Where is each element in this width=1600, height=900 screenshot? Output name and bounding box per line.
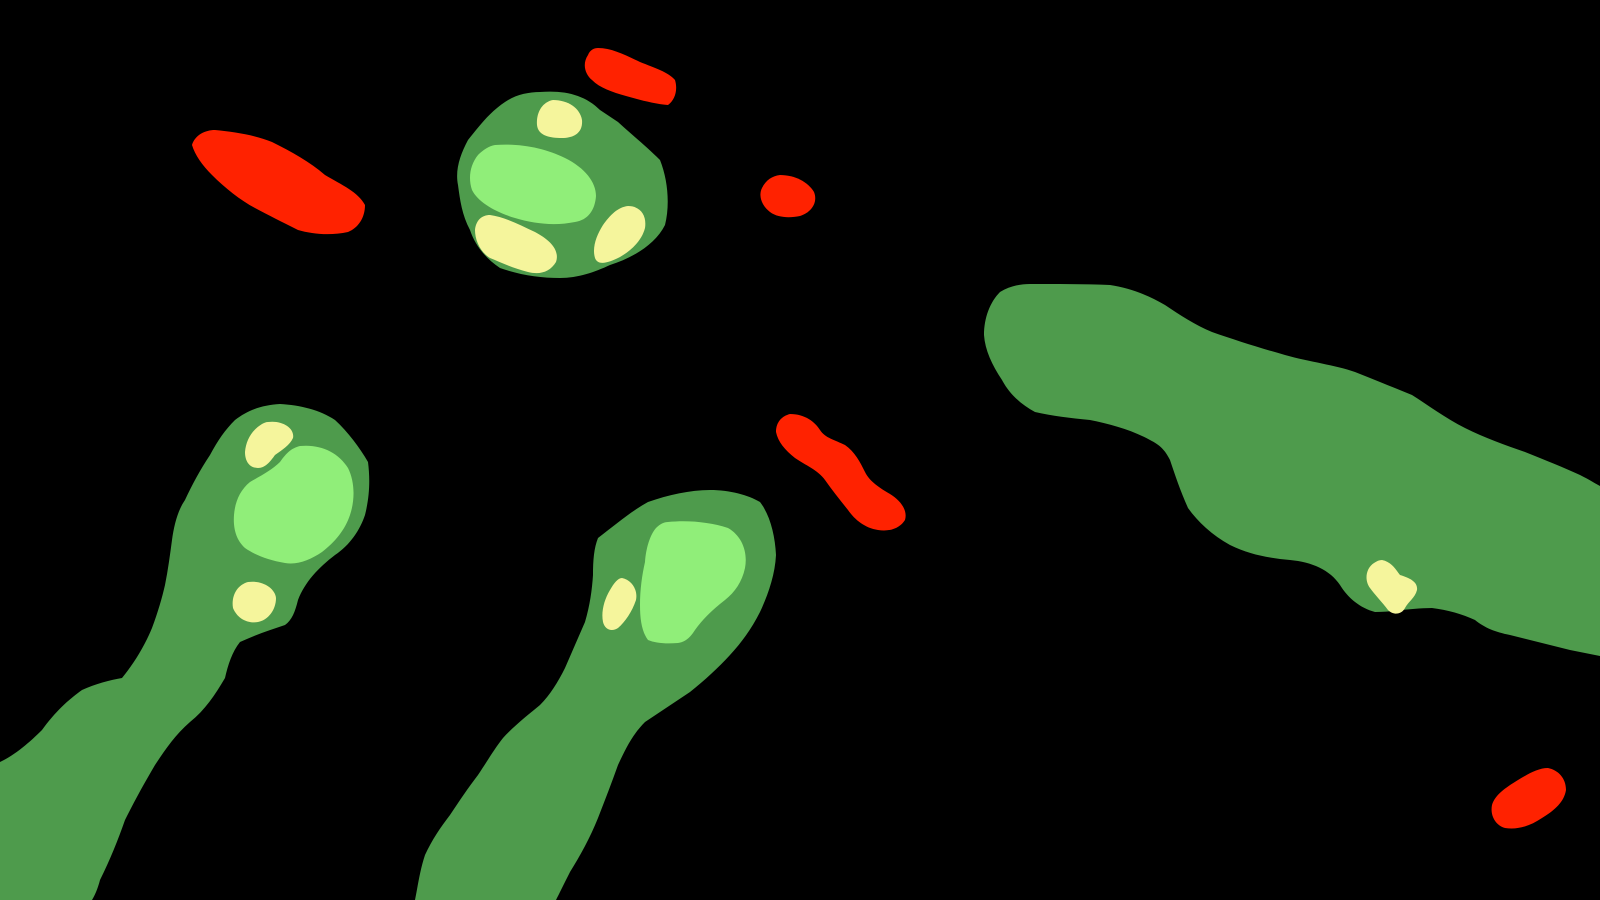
bunker-center[interactable] (602, 578, 637, 630)
bunker-top-1[interactable] (536, 100, 583, 138)
fairway-hole-right[interactable] (984, 284, 1600, 656)
hazard-3[interactable] (760, 175, 816, 218)
bunker-left-2[interactable] (232, 581, 276, 623)
green-top[interactable] (470, 144, 596, 225)
bunker-top-2[interactable] (475, 215, 557, 274)
green-center[interactable] (640, 521, 746, 644)
hazards-layer (192, 48, 1566, 829)
hazard-1[interactable] (192, 130, 365, 235)
green-left[interactable] (233, 445, 354, 564)
hazard-4[interactable] (776, 414, 906, 531)
bunker-right[interactable] (1366, 560, 1418, 614)
greens-layer (233, 144, 746, 644)
bunkers-layer (232, 100, 1418, 630)
hazard-2[interactable] (584, 48, 677, 105)
bunker-left-1[interactable] (245, 421, 294, 468)
bunker-top-3[interactable] (593, 206, 646, 263)
hazard-5[interactable] (1491, 768, 1566, 829)
